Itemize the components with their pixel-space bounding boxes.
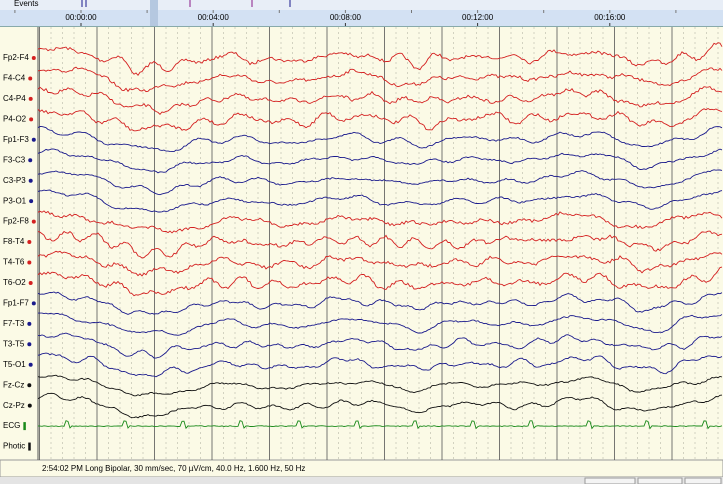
channel-label: T3-T5 <box>3 339 25 348</box>
channel-label: Photic <box>3 442 25 451</box>
channel-marker <box>29 117 34 122</box>
bottom-strip <box>0 477 723 484</box>
channel-label: P3-O1 <box>3 196 27 205</box>
eeg-trace <box>37 374 723 397</box>
channel-marker <box>28 178 33 183</box>
status-text: 2:54:02 PM Long Bipolar, 30 mm/sec, 70 µ… <box>42 464 305 473</box>
channel-label: T6-O2 <box>3 278 26 287</box>
channel-label: Fp1-F3 <box>3 135 29 144</box>
time-tick-label: 00:12:00 <box>462 13 494 22</box>
eeg-trace <box>37 230 723 259</box>
channel-marker <box>28 280 33 285</box>
eeg-trace <box>37 392 723 419</box>
eeg-trace <box>37 126 723 153</box>
eeg-trace <box>37 189 723 213</box>
eeg-trace <box>37 210 723 234</box>
channel-marker <box>23 422 26 431</box>
channel-label: Fp1-F7 <box>3 299 29 308</box>
channel-label: P4-O2 <box>3 114 27 123</box>
time-ruler <box>0 10 723 26</box>
eeg-trace <box>37 42 723 77</box>
channel-label: ECG <box>3 421 20 430</box>
time-tick-label: 00:04:00 <box>198 13 230 22</box>
status-box <box>637 477 683 484</box>
eeg-trace <box>38 312 723 336</box>
eeg-trace <box>37 332 723 359</box>
ruler-thumb <box>150 0 158 26</box>
channel-marker <box>27 321 32 326</box>
channel-marker <box>28 76 33 81</box>
channel-label: C4-P4 <box>3 94 26 103</box>
channel-marker <box>27 260 32 265</box>
status-box <box>684 477 722 484</box>
time-tick-label: 00:00:00 <box>65 13 97 22</box>
time-tick-label: 00:16:00 <box>594 13 626 22</box>
status-box <box>584 477 636 484</box>
channel-marker <box>28 362 33 367</box>
channel-marker <box>29 199 34 204</box>
channel-marker <box>27 342 32 347</box>
eeg-trace <box>37 148 723 174</box>
channel-label: Fp2-F8 <box>3 217 29 226</box>
channel-label: C3-P3 <box>3 176 26 185</box>
eeg-trace <box>37 250 723 277</box>
channel-label: T5-O1 <box>3 360 26 369</box>
channel-label: F4-C4 <box>3 74 26 83</box>
channel-label: Fp2-F4 <box>3 53 29 62</box>
channel-label: F3-C3 <box>3 155 26 164</box>
eeg-trace <box>37 66 723 93</box>
channel-marker <box>27 240 32 245</box>
eeg-trace <box>37 266 723 297</box>
channel-marker <box>28 96 33 101</box>
channel-label: F7-T3 <box>3 319 25 328</box>
time-tick-label: 00:08:00 <box>330 13 362 22</box>
channel-marker <box>28 442 31 451</box>
channel-marker <box>27 383 32 388</box>
channel-label: Fz-Cz <box>3 380 24 389</box>
events-label: Events <box>14 0 38 8</box>
channel-label: F8-T4 <box>3 237 25 246</box>
eeg-trace <box>37 352 723 378</box>
channel-label: T4-T6 <box>3 258 25 267</box>
channel-marker <box>28 158 33 163</box>
eeg-trace <box>37 86 723 115</box>
eeg-trace <box>37 169 723 196</box>
channel-marker <box>31 137 36 142</box>
channel-marker <box>31 301 36 306</box>
eeg-trace <box>37 291 723 315</box>
channel-marker <box>27 403 32 408</box>
channel-marker <box>31 219 36 224</box>
events-bar <box>0 0 723 10</box>
eeg-trace <box>37 107 723 132</box>
channel-label: Cz-Pz <box>3 401 25 410</box>
eeg-trace <box>37 420 723 430</box>
channel-marker <box>31 56 36 60</box>
